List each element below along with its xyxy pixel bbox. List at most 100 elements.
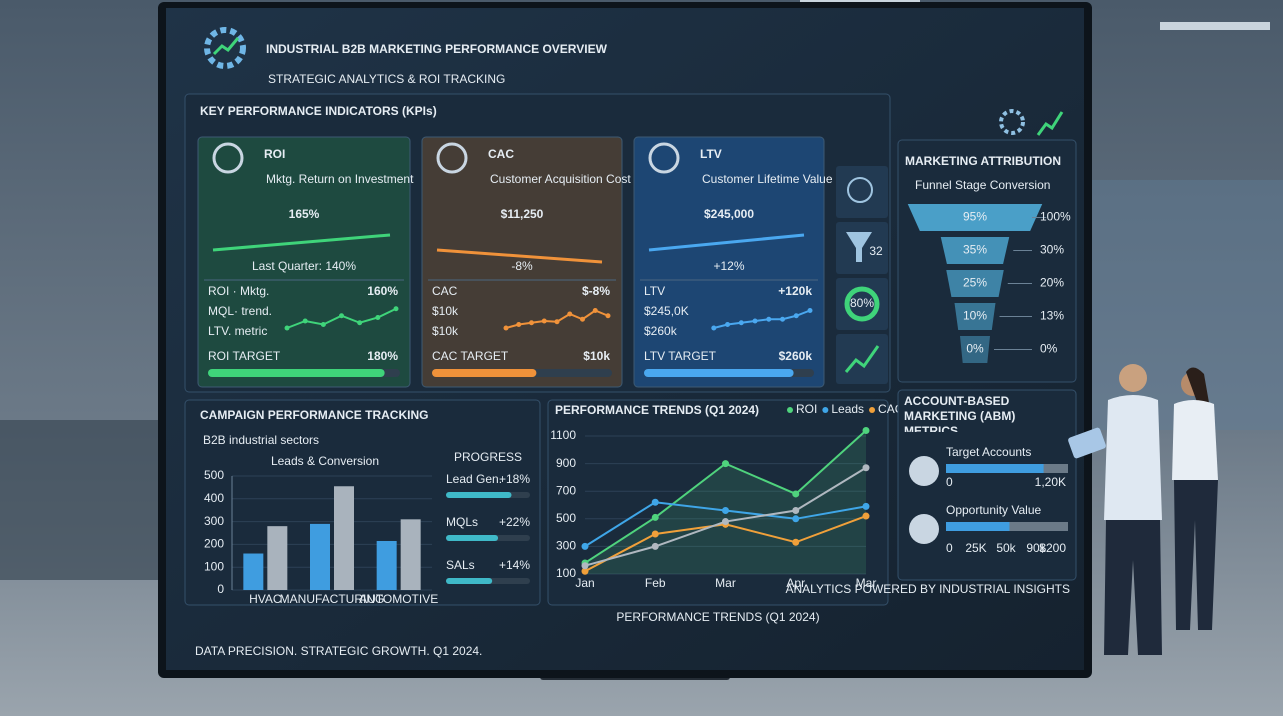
bar <box>376 540 397 590</box>
funnel-stage <box>907 204 1043 231</box>
footer-right: ANALYTICS POWERED BY INDUSTRIAL INSIGHTS <box>786 582 1071 596</box>
spark-point <box>725 322 731 327</box>
spark-point <box>766 316 772 322</box>
spark-point <box>793 313 799 319</box>
x-tick-label: Apr <box>786 576 805 590</box>
campaign-panel <box>184 399 541 606</box>
spark-point <box>375 315 381 320</box>
filter-icon <box>846 232 872 262</box>
kpi-card <box>633 136 825 388</box>
kpi-detail: $245,0K <box>644 304 689 318</box>
legend-swatch <box>787 407 793 413</box>
legend-swatch <box>822 407 829 413</box>
dashboard-title: INDUSTRIAL B2B MARKETING PERFORMANCE OVE… <box>266 42 608 56</box>
bar <box>243 553 264 590</box>
funnel-side-label: 13% <box>1040 309 1064 323</box>
target-label: CAC TARGET <box>432 349 509 363</box>
kpi-icon <box>436 142 468 174</box>
spark-point <box>357 320 363 326</box>
abm-label: Opportunity Value <box>946 503 1041 517</box>
person-blouse <box>1172 400 1218 480</box>
abm-tick-label: 0 <box>946 475 953 489</box>
data-point <box>722 507 729 515</box>
x-tick-label: Mar <box>715 576 736 590</box>
funnel-label: 10% <box>963 309 987 323</box>
ring-icon <box>844 286 880 322</box>
dashboard-subtitle: STRATEGIC ANALYTICS & ROI TRACKING <box>268 72 505 86</box>
trends-panel <box>547 399 889 606</box>
progress-label: SALs <box>446 558 475 572</box>
funnel-label: 25% <box>963 276 987 290</box>
kpi-name: ROI <box>264 147 285 161</box>
funnel-chart: MARKETING ATTRIBUTION Funnel Stage Conver… <box>905 154 1071 363</box>
x-tick-label: Jan <box>575 576 594 590</box>
abm-tick-label: 0 <box>946 541 953 555</box>
people <box>1068 364 1218 655</box>
bar <box>400 519 421 590</box>
data-point <box>581 542 589 550</box>
progress-change: +22% <box>499 515 530 529</box>
x-tick-label: MANUFACTURING <box>280 592 385 606</box>
chart-subtitle: Funnel Stage Conversion <box>915 178 1050 192</box>
kpi-detail: LTV. metric <box>208 324 267 338</box>
network-icon <box>847 177 873 203</box>
area <box>585 430 866 574</box>
data-point <box>581 562 589 570</box>
gear-icon <box>204 27 246 69</box>
y-tick-label: 500 <box>556 511 576 525</box>
chart-title: CAMPAIGN PERFORMANCE TRACKING <box>200 408 428 422</box>
kpi-value: 165% <box>289 207 320 221</box>
spark-label: +120k <box>778 284 812 298</box>
data-point <box>722 518 729 526</box>
y-tick-label: 400 <box>204 491 224 505</box>
y-tick-label: 200 <box>204 537 224 551</box>
kpi-detail: $260k <box>644 324 678 338</box>
data-point <box>581 567 589 575</box>
kpi-cards: ROI Mktg. Return on Investment 165% Last Qu… <box>197 136 833 388</box>
line-chart: PERFORMANCE TRENDS (Q1 2024) 100 300 500 700… <box>550 402 904 590</box>
chart-title: PERFORMANCE TRENDS (Q1 2024) <box>555 403 759 417</box>
tablet <box>1068 427 1106 459</box>
funnel-side-label: 20% <box>1040 276 1064 290</box>
funnel-label: 0% <box>966 342 984 356</box>
abm-tick-label: 25K <box>965 541 986 555</box>
data-point <box>862 426 870 434</box>
trend-arrow <box>212 233 391 252</box>
trend-arrow <box>436 248 603 264</box>
kpi-note: +12% <box>713 259 744 273</box>
funnel-stage <box>954 303 996 330</box>
legend-label: ROI <box>796 402 817 416</box>
footer-left: DATA PRECISION. STRATEGIC GROWTH. Q1 202… <box>195 644 482 658</box>
funnel-stage <box>940 237 1010 264</box>
progress-title: PROGRESS <box>454 450 522 464</box>
spark-point <box>567 311 573 317</box>
spark-point <box>541 318 547 324</box>
spark-point <box>605 313 611 319</box>
kpi-description: Mktg. Return on Investment <box>266 172 414 186</box>
target-label: LTV TARGET <box>644 349 717 363</box>
kpi-value: $245,000 <box>704 207 754 221</box>
spark-label: 160% <box>367 284 398 298</box>
office-desk <box>0 420 160 580</box>
kpi-name: LTV <box>700 147 722 161</box>
spark-label: $-8% <box>582 284 610 298</box>
data-point <box>792 490 800 498</box>
icon-label: 32 <box>869 244 883 258</box>
data-point <box>792 507 800 515</box>
kpi-name: CAC <box>488 147 514 161</box>
spark-point <box>711 325 717 331</box>
chart-title: MARKETING ATTRIBUTION <box>905 154 1061 168</box>
abm-bar <box>946 522 1010 531</box>
bar-chart: CAMPAIGN PERFORMANCE TRACKING B2B industr… <box>200 408 530 606</box>
target-bar <box>644 369 794 377</box>
abm-label: Target Accounts <box>946 445 1031 459</box>
kpi-detail: ROI · Mktg. <box>208 284 269 298</box>
kpi-detail: $10k <box>432 304 459 318</box>
funnel-stage <box>946 270 1004 297</box>
growth-icon <box>844 345 880 373</box>
chart-icon <box>1036 111 1064 136</box>
person-trousers <box>1174 480 1218 630</box>
abm-icon <box>909 514 939 544</box>
spark-point <box>580 316 585 322</box>
kpi-description: Customer Lifetime Value <box>702 172 833 186</box>
